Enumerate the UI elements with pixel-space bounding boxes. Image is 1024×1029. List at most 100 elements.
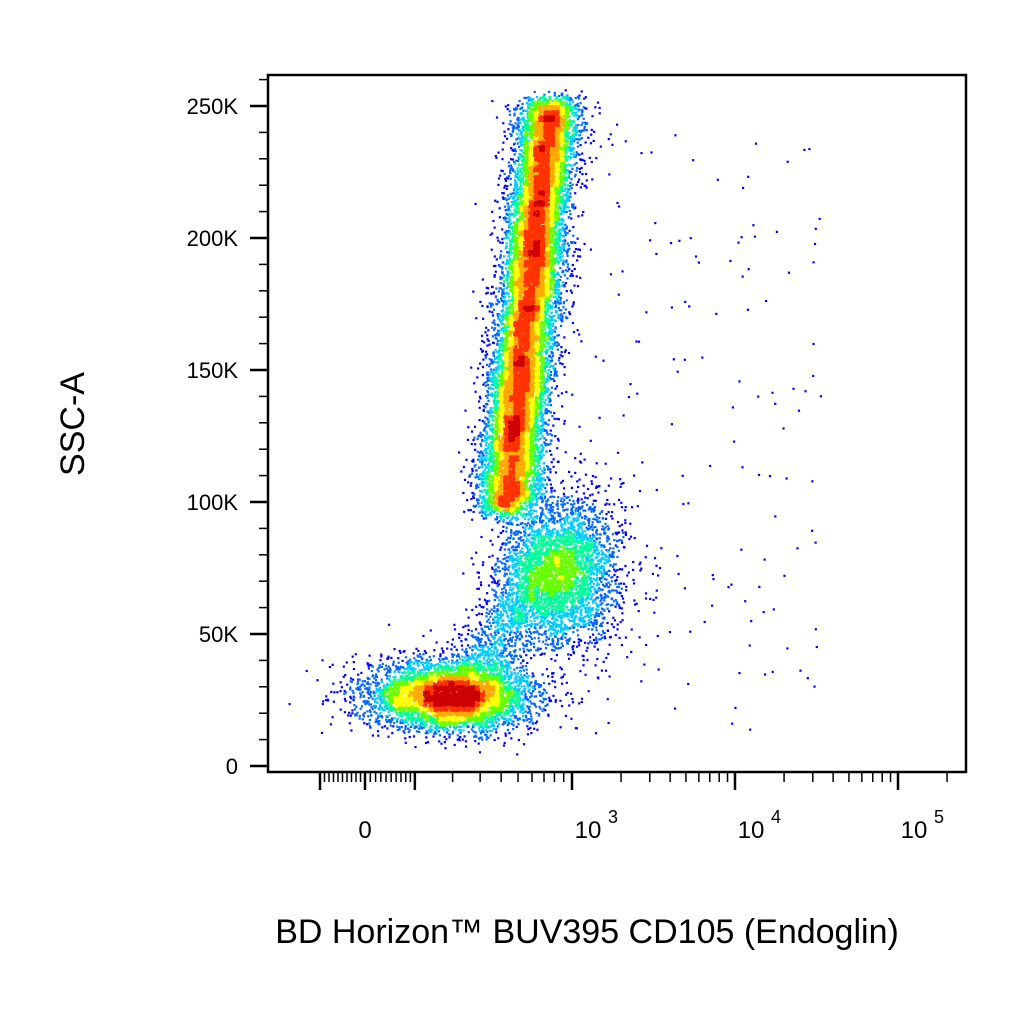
density-dot — [489, 344, 491, 346]
density-dot — [405, 656, 407, 658]
density-dot — [407, 660, 409, 662]
density-dot — [289, 703, 291, 705]
density-dot — [670, 242, 672, 244]
density-dot — [558, 418, 560, 420]
density-dot — [517, 627, 519, 629]
density-dot — [524, 529, 526, 531]
density-dot — [398, 728, 400, 730]
density-dot — [517, 658, 519, 660]
density-dot — [538, 528, 540, 530]
density-dot — [533, 728, 535, 730]
density-dot — [684, 587, 686, 589]
density-dot — [482, 505, 484, 507]
density-dot — [480, 436, 482, 438]
density-dot — [758, 474, 760, 476]
density-dot — [482, 318, 484, 320]
density-dot — [560, 346, 562, 348]
density-dot — [597, 604, 599, 606]
density-dot — [494, 641, 496, 643]
density-dot — [518, 546, 520, 548]
density-dot — [478, 727, 480, 729]
density-dot — [540, 507, 542, 509]
density-dot — [485, 425, 487, 427]
density-dot — [562, 613, 564, 615]
density-dot — [475, 203, 477, 205]
density-dot — [464, 651, 466, 653]
density-dot — [548, 355, 550, 357]
density-dot — [489, 730, 491, 732]
density-dot — [376, 701, 378, 703]
density-dot — [538, 683, 540, 685]
density-dot — [587, 642, 589, 644]
density-dot — [510, 671, 512, 673]
density-dot — [481, 634, 483, 636]
density-dot — [688, 305, 690, 307]
density-dot — [404, 668, 406, 670]
density-dot — [568, 352, 570, 354]
density-dot — [529, 504, 531, 506]
density-dot — [585, 527, 587, 529]
density-dot — [495, 337, 497, 339]
density-dot — [520, 674, 522, 676]
density-dot — [553, 344, 555, 346]
density-dot — [515, 592, 517, 594]
density-dot — [521, 131, 523, 133]
density-dot — [552, 695, 554, 697]
density-dot — [505, 592, 507, 594]
density-dot — [564, 627, 566, 629]
density-dot — [538, 637, 540, 639]
density-dot — [489, 721, 491, 723]
density-dot — [429, 656, 431, 658]
density-dot — [490, 625, 492, 627]
density-dot — [515, 150, 517, 152]
density-dot — [598, 543, 600, 545]
density-dot — [527, 733, 529, 735]
density-dot — [564, 528, 566, 530]
density-dot — [569, 230, 571, 232]
density-dot — [487, 464, 489, 466]
density-dot — [584, 497, 586, 499]
density-dot — [427, 741, 429, 743]
density-dot — [497, 340, 499, 342]
density-dot — [554, 512, 556, 514]
density-dot — [394, 671, 396, 673]
density-dot — [595, 579, 597, 581]
density-dot — [570, 523, 572, 525]
density-dot — [470, 509, 472, 511]
density-dot — [414, 668, 416, 670]
density-dot — [567, 255, 569, 257]
density-dot — [587, 611, 589, 613]
density-dot — [552, 365, 554, 367]
density-dot — [606, 622, 608, 624]
density-dot — [574, 106, 576, 108]
density-dot — [601, 550, 603, 552]
density-dot — [632, 569, 634, 571]
density-dot — [601, 557, 603, 559]
density-dot — [486, 608, 488, 610]
density-dot — [559, 521, 561, 523]
density-dot — [500, 546, 502, 548]
density-dot — [516, 655, 518, 657]
density-dot — [554, 302, 556, 304]
density-dot — [561, 392, 563, 394]
density-dot — [508, 205, 510, 207]
density-dot — [709, 465, 711, 467]
density-dot — [621, 595, 623, 597]
density-dot — [412, 724, 414, 726]
density-dot — [576, 275, 578, 277]
density-dot — [747, 309, 749, 311]
density-dot — [563, 487, 565, 489]
density-dot — [504, 678, 506, 680]
density-dot — [591, 524, 593, 526]
density-dot — [566, 194, 568, 196]
density-dot — [543, 467, 545, 469]
density-dot — [600, 604, 602, 606]
density-dot — [586, 129, 588, 131]
density-dot — [387, 656, 389, 658]
density-dot — [551, 672, 553, 674]
density-dot — [453, 624, 455, 626]
density-dot — [524, 645, 526, 647]
density-dot — [514, 180, 516, 182]
density-dot — [701, 357, 703, 359]
density-dot — [655, 597, 657, 599]
